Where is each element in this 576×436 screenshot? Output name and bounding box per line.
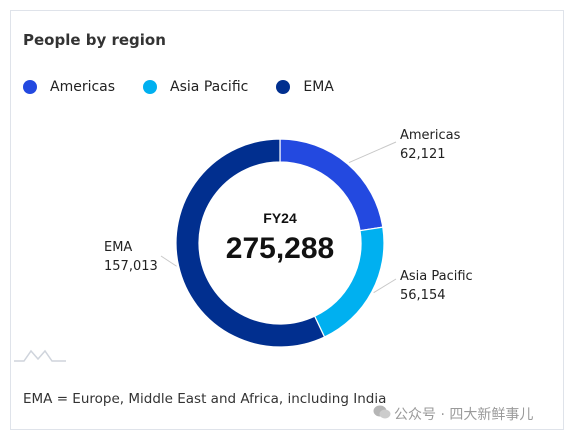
donut-slice-ema[interactable] (175, 138, 326, 348)
data-label-asia-pacific-value: 56,154 (400, 288, 446, 303)
leader-line-americas (348, 141, 397, 163)
legend-swatch-americas (23, 80, 37, 94)
legend-item-americas[interactable]: Americas (23, 79, 115, 95)
donut-chart: FY24 275,288 Americas 62,121 Asia Pacifi… (14, 128, 473, 362)
data-label-americas-value: 62,121 (400, 147, 446, 162)
leader-lines (160, 141, 397, 294)
chart-menu-icon[interactable] (14, 349, 66, 362)
legend-label-asia-pacific: Asia Pacific (170, 79, 249, 95)
center-total-value: 275,288 (226, 232, 334, 265)
legend-label-ema: EMA (303, 79, 334, 95)
chart-card: People by region Americas Asia Pacific E… (10, 10, 564, 430)
data-label-asia-pacific-name: Asia Pacific (400, 269, 473, 284)
data-label-americas-name: Americas (400, 128, 461, 143)
data-label-ema-name: EMA (104, 240, 132, 255)
watermark-text: 公众号 · 四大新鲜事儿 (394, 407, 534, 423)
leader-line-ema (160, 255, 177, 267)
wechat-icon (373, 405, 391, 419)
legend-item-ema[interactable]: EMA (276, 79, 334, 95)
legend-swatch-asia-pacific (143, 80, 158, 94)
leader-line-asia-pacific (373, 278, 397, 294)
legend-item-asia-pacific[interactable]: Asia Pacific (143, 79, 248, 95)
donut-slices (175, 138, 385, 348)
data-label-ema-value: 157,013 (104, 259, 158, 274)
chart-title: People by region (23, 31, 166, 49)
legend-swatch-ema (276, 80, 291, 94)
footnote: EMA = Europe, Middle East and Africa, in… (23, 391, 387, 407)
chart-legend: Americas Asia Pacific EMA (23, 79, 362, 95)
legend-label-americas: Americas (50, 79, 116, 95)
center-period-label: FY24 (263, 210, 297, 226)
